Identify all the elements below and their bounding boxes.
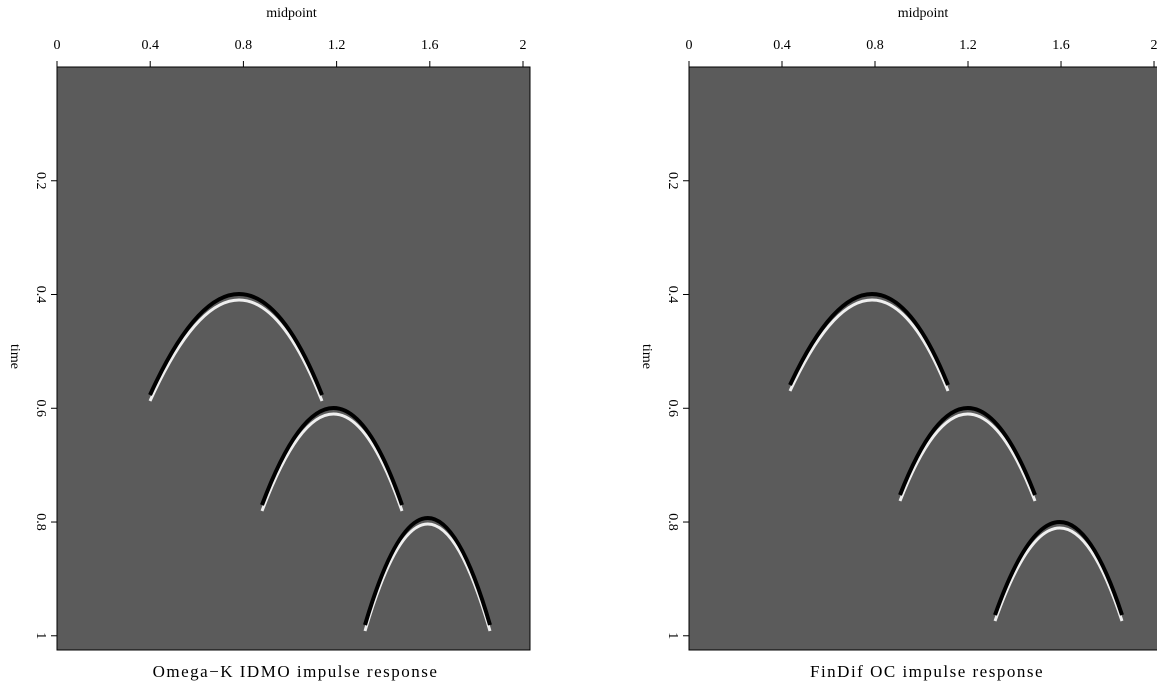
x-tick-label: 0 bbox=[54, 38, 61, 53]
x-tick-label: 2 bbox=[520, 38, 527, 53]
y-tick-label: 0.4 bbox=[33, 286, 48, 304]
y-tick-label: 0.2 bbox=[33, 172, 48, 190]
panel-caption: FinDif OC impulse response bbox=[810, 662, 1044, 681]
wavefield-left bbox=[148, 292, 492, 632]
panel-caption: Omega−K IDMO impulse response bbox=[153, 662, 439, 681]
x-tick-label: 1.2 bbox=[959, 38, 977, 53]
y-tick-label: 0.6 bbox=[665, 400, 680, 418]
x-tick-label: 1.6 bbox=[421, 38, 439, 53]
y-tick-label: 1 bbox=[33, 632, 48, 639]
x-axis-title: midpoint bbox=[898, 6, 949, 21]
image-background-right bbox=[688, 66, 1157, 651]
x-tick-label: 2 bbox=[1151, 38, 1157, 53]
y-tick-label: 0.6 bbox=[33, 400, 48, 418]
x-tick-label: 1.6 bbox=[1052, 38, 1070, 53]
y-tick-label: 0.2 bbox=[665, 172, 680, 190]
y-axis-title: time bbox=[639, 344, 654, 369]
y-tick-label: 0.4 bbox=[665, 286, 680, 304]
wavefield-right bbox=[788, 292, 1124, 622]
x-tick-label: 0.4 bbox=[773, 38, 791, 53]
x-tick-label: 0.4 bbox=[141, 38, 159, 53]
x-tick-label: 0 bbox=[686, 38, 693, 53]
image-background-left bbox=[56, 66, 531, 651]
y-tick-label: 0.8 bbox=[665, 513, 680, 531]
x-tick-label: 0.8 bbox=[866, 38, 884, 53]
plot-area bbox=[688, 66, 1157, 651]
plot-area bbox=[56, 66, 531, 651]
y-axis-title: time bbox=[7, 344, 22, 369]
y-tick-label: 1 bbox=[665, 632, 680, 639]
x-axis-title: midpoint bbox=[266, 6, 317, 21]
y-tick-label: 0.8 bbox=[33, 513, 48, 531]
x-tick-label: 0.8 bbox=[235, 38, 253, 53]
x-tick-label: 1.2 bbox=[328, 38, 346, 53]
